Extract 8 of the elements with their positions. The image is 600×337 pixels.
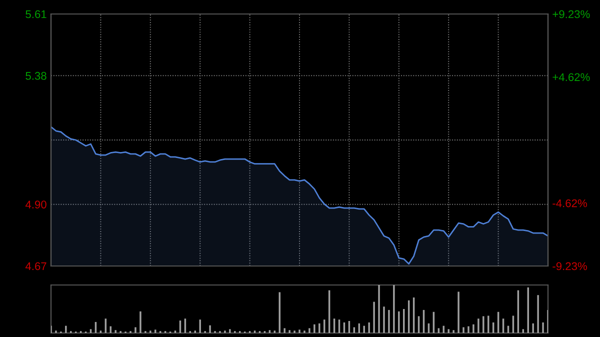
y2-tick-label: -4.62% xyxy=(552,199,587,208)
y2-tick-label: +9.23% xyxy=(552,10,590,18)
y-tick-label: 4.67 xyxy=(25,262,46,270)
y2-tick-label: -9.23% xyxy=(552,262,587,270)
y-tick-label: 5.61 xyxy=(26,10,46,18)
y-tick-label: 4.90 xyxy=(25,200,46,208)
y-tick-label: 5.38 xyxy=(26,72,46,80)
y2-tick-label: +4.62% xyxy=(552,73,590,82)
